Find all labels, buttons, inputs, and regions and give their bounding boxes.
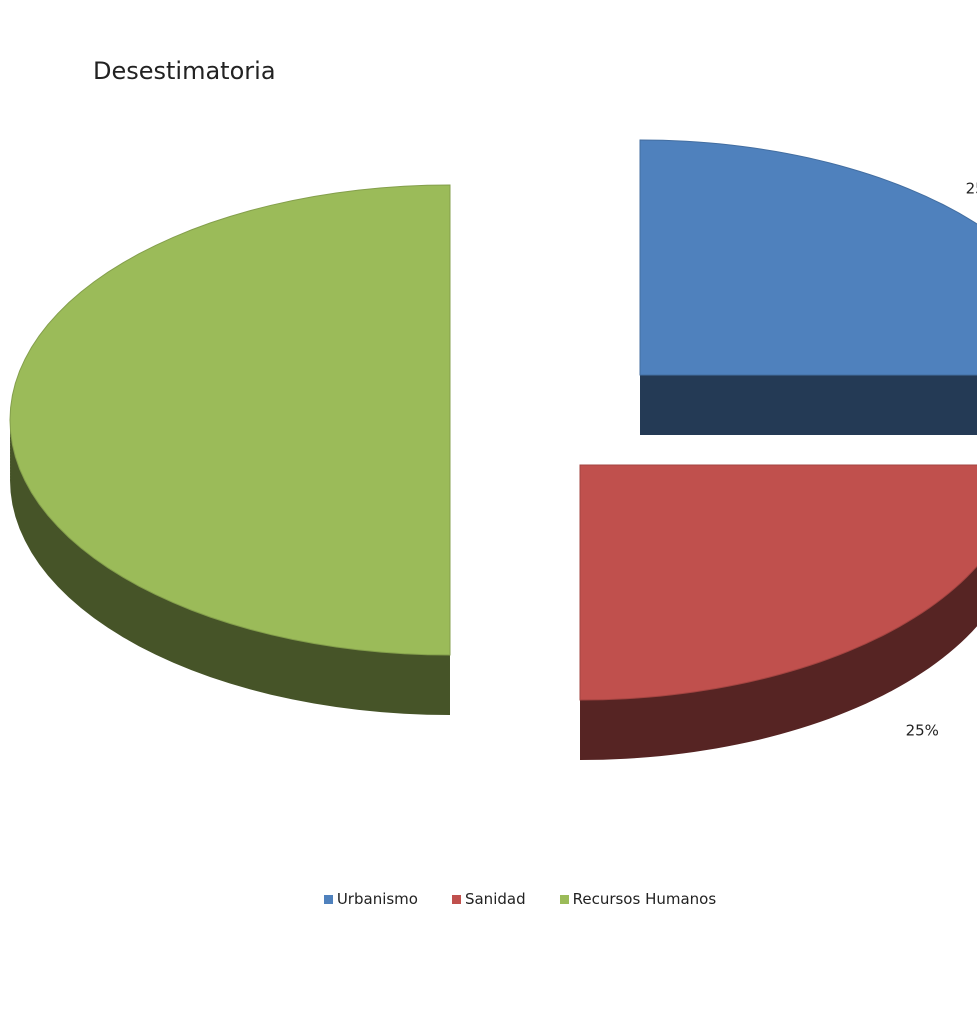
legend-swatch [452,895,461,904]
legend-label: Urbanismo [337,890,418,908]
data-label: 25% [966,179,977,197]
legend: Urbanismo Sanidad Recursos Humanos [70,890,970,908]
legend-swatch [560,895,569,904]
legend-item: Urbanismo [324,890,418,908]
data-label: 25% [906,722,939,740]
chart: Desestimatoria 25%25%50% UrbanismoSanida… [0,0,977,1015]
plot: Desestimatoria 25%25%50% [0,0,977,1015]
legend-label: Sanidad [465,890,526,908]
legend-label: Recursos Humanos [573,890,717,908]
legend-swatch [324,895,333,904]
legend-item: Recursos Humanos [560,890,717,908]
legend-item: Sanidad [452,890,526,908]
slice [640,140,977,375]
chart-title: Desestimatoria [93,57,276,85]
